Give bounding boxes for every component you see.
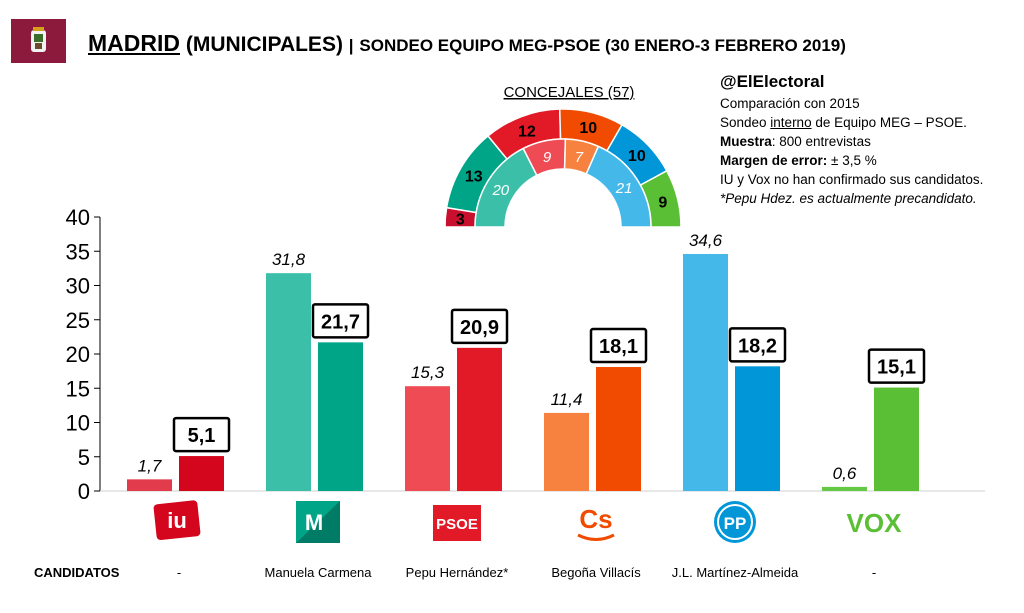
y-tick-label: 35 [66,239,90,264]
pp-logo: PP [714,501,756,543]
hemicycle-center [511,175,615,227]
bar-2015-psoe [405,386,450,491]
value-label-2015-psoe: 15,3 [411,363,445,382]
title-scope: (MUNICIPALES) [185,33,343,56]
info-line-muestra: Muestra: 800 entrevistas [720,132,1020,151]
info-line-sondeo: Sondeo interno de Equipo MEG – PSOE. [720,113,1020,132]
y-tick-label: 20 [66,342,90,367]
y-tick-label: 10 [66,411,90,436]
title-separator: | [348,36,354,55]
vox-logo: VOX [847,508,903,538]
info-sondeo-post: de Equipo MEG – PSOE. [811,115,967,130]
page-title: MADRID (MUNICIPALES) | SONDEO EQUIPO MEG… [88,30,846,57]
title-subtitle: SONDEO EQUIPO MEG-PSOE (30 ENERO-3 FEBRE… [359,36,846,55]
value-box-2019-vox [867,348,926,384]
bar-2015-vox [822,486,867,491]
svg-text:PP: PP [724,514,747,533]
svg-text:Cs: Cs [579,504,612,534]
value-label-2019-pp: 18,2 [738,335,777,357]
value-box-2019-mm [311,303,370,339]
madrid-flag [11,19,66,63]
party-logos: iu M PSOE Cs PP VOX [153,500,902,543]
bar-2019-cs [596,367,641,491]
info-sondeo-interno: interno [770,115,812,130]
svg-text:PSOE: PSOE [436,516,478,533]
svg-text:iu: iu [167,508,187,533]
bar-2019-iu [179,456,224,491]
value-label-2019-cs: 18,1 [599,336,638,358]
muestra-label: Muestra [720,134,772,149]
outer-seat-label: 12 [518,124,536,141]
bar-2019-pp [735,366,780,491]
info-line-note: IU y Vox no han confirmado sus candidato… [720,172,984,187]
value-label-2015-mm: 31,8 [272,250,306,269]
candidate-name: J.L. Martínez-Almeida [671,565,799,580]
value-label-2019-mm: 21,7 [321,311,360,333]
value-box-2019-pp [728,327,787,363]
bar-2015-cs [544,412,589,491]
bar-2019-vox [874,387,919,491]
bar-2015-iu [127,479,172,491]
outer-seat-label: 9 [658,195,667,212]
margen-label: Margen de error: [720,153,828,168]
outer-seat-label: 3 [456,211,465,228]
info-line-precandidate: *Pepu Hdez. es actualmente precandidato. [720,191,977,206]
y-tick-label: 5 [78,445,90,470]
info-line-comparison: Comparación con 2015 [720,96,860,111]
inner-seat-label: 20 [491,182,509,199]
inner-seat-label: 9 [543,149,552,166]
bars: 1,7 5,1 31,8 21,7 15,3 20,9 11,4 18,1 34,6 18,2 0,… [127,231,926,491]
outer-seat-label: 10 [579,120,597,137]
value-label-2015-iu: 1,7 [138,456,162,475]
bar-2015-mm [266,273,311,491]
cs-logo: Cs [577,504,615,541]
outer-seat-label: 10 [628,148,646,165]
inner-seat-segment [585,145,652,228]
svg-text:M: M [305,510,323,535]
concejales-title: CONCEJALES (57) [504,84,635,101]
inner-seat-label: 7 [575,149,584,166]
value-label-2019-psoe: 20,9 [460,317,499,339]
concejales-hemicycle: 3 13 12 10 10 9 20 9 7 21 CONCEJALES (57) [444,84,682,228]
candidate-name: - [176,565,182,580]
title-city: MADRID [88,30,180,56]
mas-madrid-logo: M [296,501,340,543]
value-label-2015-vox: 0,6 [833,464,857,483]
value-label-2015-cs: 11,4 [551,390,583,409]
info-panel: @ElElectoral Comparación con 2015 Sondeo… [720,70,1020,208]
outer-seat-label: 13 [465,169,483,186]
candidate-name: Pepu Hernández* [405,565,509,580]
y-tick-label: 15 [66,376,90,401]
value-label-2015-pp: 34,6 [689,231,723,250]
candidate-name: - [871,565,877,580]
twitter-handle: @ElElectoral [720,72,825,91]
candidate-name: Begoña Villacís [551,565,641,580]
psoe-logo: PSOE [433,505,481,541]
value-label-2019-iu: 5,1 [188,425,216,447]
value-box-2019-psoe [450,308,509,345]
value-label-2019-vox: 15,1 [877,357,916,379]
y-tick-label: 40 [66,205,90,230]
candidate-name: Manuela Carmena [264,565,372,580]
info-line-margen: Margen de error: ± 3,5 % [720,151,1020,170]
bar-2019-mm [318,342,363,491]
bar-2015-pp [683,253,728,491]
candidates-label: CANDIDATOS [34,565,120,580]
muestra-value: : 800 entrevistas [771,134,871,149]
y-tick-label: 30 [66,274,90,299]
bar-2019-psoe [457,347,502,491]
inner-seat-label: 21 [615,180,633,197]
y-tick-label: 0 [78,479,90,504]
value-box-2019-cs [589,327,648,364]
info-sondeo-pre: Sondeo [720,115,771,130]
iu-logo: iu [153,500,201,541]
y-tick-label: 25 [66,308,90,333]
svg-text:VOX: VOX [847,508,903,538]
value-box-2019-iu [172,416,231,453]
margen-value: ± 3,5 % [827,153,877,168]
